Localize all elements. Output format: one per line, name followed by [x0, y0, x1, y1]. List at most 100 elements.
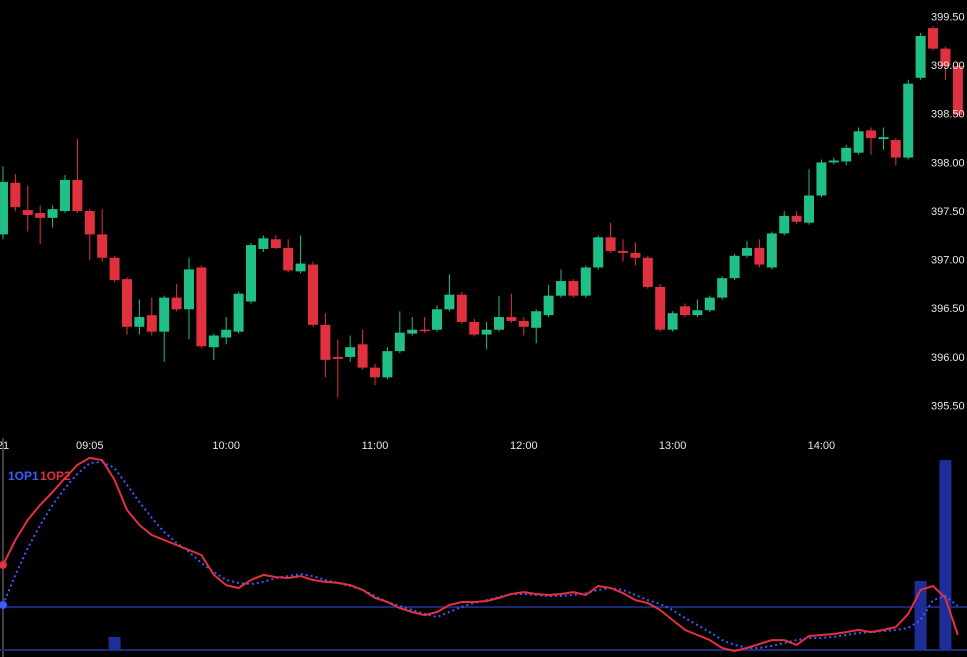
candle-body	[196, 267, 207, 347]
x-tick-label: 14:00	[808, 440, 836, 452]
y-tick-label: 395.50	[931, 400, 965, 412]
candle-body	[481, 329, 492, 335]
candle-body	[35, 213, 46, 218]
indicator-line	[2, 456, 959, 652]
y-tick-label: 399.00	[931, 60, 965, 72]
candle-body	[283, 248, 294, 271]
candle-body	[903, 83, 914, 158]
candle-body	[704, 297, 715, 311]
candle-body	[431, 309, 442, 330]
x-tick-label: 09:05	[76, 440, 104, 452]
candle-body	[915, 35, 926, 78]
candle-body	[295, 263, 306, 272]
y-tick-label: 399.50	[931, 11, 965, 23]
candle-body	[270, 239, 281, 249]
candle-body	[0, 181, 8, 235]
candle-body	[506, 317, 517, 321]
y-tick-label: 396.00	[931, 352, 965, 364]
candle-body	[680, 306, 691, 316]
candle-body	[171, 297, 182, 310]
histogram-bar	[108, 636, 121, 650]
candle-body	[866, 130, 877, 139]
candle-body	[580, 267, 591, 296]
candle-body	[369, 367, 380, 378]
candle-body	[494, 317, 505, 330]
candle-body	[816, 162, 827, 196]
candle-body	[419, 329, 430, 332]
candle-body	[605, 237, 616, 251]
indicator-line	[2, 461, 959, 649]
candle-body	[853, 131, 864, 153]
candle-body	[692, 310, 703, 316]
candle-body	[593, 237, 604, 268]
x-tick-label: 21	[0, 440, 9, 452]
candle-body	[618, 250, 629, 253]
candle-body	[804, 195, 815, 223]
candle-body	[134, 317, 145, 327]
candle-body	[208, 335, 219, 348]
candle-body	[183, 269, 194, 310]
candle-body	[828, 160, 839, 163]
candle-body	[717, 278, 728, 298]
candle-body	[940, 48, 951, 67]
candle-body	[754, 248, 765, 265]
candle-body	[332, 356, 343, 359]
candle-body	[320, 324, 331, 360]
candle-body	[307, 264, 318, 325]
candle-body	[779, 215, 790, 234]
candle-body	[245, 245, 256, 302]
candle-body	[878, 137, 889, 140]
candle-body	[84, 211, 95, 235]
candle-body	[444, 294, 455, 310]
candle-body	[630, 252, 641, 258]
candle-body	[456, 294, 467, 322]
legend-entry: 1OP1	[8, 469, 39, 483]
candle-body	[531, 311, 542, 328]
candle-body	[890, 140, 901, 158]
candle-body	[233, 293, 244, 332]
histogram-bar	[939, 460, 952, 650]
candle-body	[952, 66, 963, 115]
candle-body	[258, 238, 269, 249]
candle-body	[841, 147, 852, 162]
candle-body	[928, 28, 939, 49]
crosshair-dot	[0, 600, 7, 609]
candle-body	[357, 344, 368, 368]
histogram-bar	[914, 580, 927, 650]
candle-body	[742, 248, 753, 256]
y-tick-label: 397.00	[931, 255, 965, 267]
y-tick-label: 397.50	[931, 206, 965, 218]
x-tick-label: 13:00	[659, 440, 687, 452]
candle-body	[159, 297, 170, 332]
crosshair-dot	[0, 560, 7, 569]
x-tick-label: 12:00	[510, 440, 538, 452]
y-tick-label: 398.00	[931, 157, 965, 169]
x-tick-label: 10:00	[212, 440, 240, 452]
candle-body	[109, 257, 120, 281]
candle-body	[47, 209, 58, 218]
candle-body	[667, 313, 678, 330]
candle-body	[10, 182, 21, 208]
x-tick-label: 11:00	[362, 440, 389, 452]
y-tick-label: 398.50	[931, 109, 965, 121]
candle-body	[655, 286, 666, 330]
legend-entry: 1OP2	[40, 469, 71, 483]
candle-body	[97, 234, 108, 258]
candle-body	[72, 179, 83, 212]
y-tick-label: 396.50	[931, 303, 965, 315]
candle-body	[121, 279, 132, 327]
candle-body	[407, 329, 418, 334]
candle-body	[22, 210, 33, 215]
candle-body	[556, 281, 567, 296]
candle-body	[221, 329, 232, 338]
candle-body	[59, 179, 70, 212]
candle-body	[729, 255, 740, 279]
candle-body	[518, 320, 529, 327]
candle-body	[568, 281, 579, 296]
candle-body	[382, 351, 393, 378]
candle-body	[146, 315, 157, 332]
candle-body	[791, 215, 802, 222]
candle-body	[345, 347, 356, 357]
